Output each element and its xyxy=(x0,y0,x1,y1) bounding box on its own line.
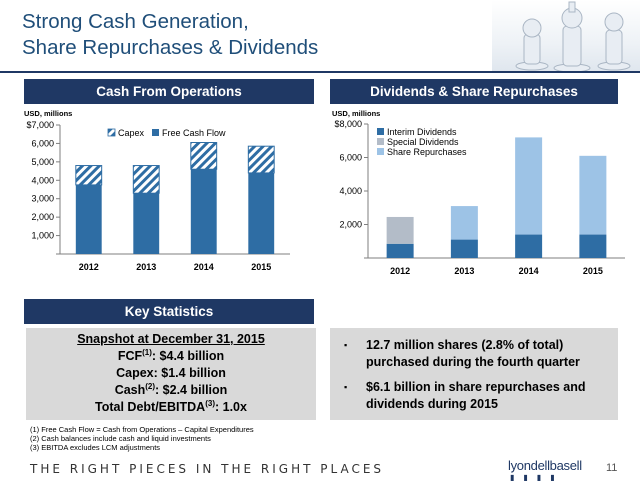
chess-pieces-image xyxy=(492,0,640,72)
square-bullet-icon: ▪ xyxy=(344,382,348,392)
bar-interim-dividends xyxy=(515,234,543,258)
snapshot-panel: Snapshot at December 31, 2015 FCF(1): $4… xyxy=(26,328,316,420)
footnote-1: (1) Free Cash Flow = Cash from Operation… xyxy=(30,425,254,434)
y-tick-label: 1,000 xyxy=(31,231,54,241)
debt-footnote-ref: (3) xyxy=(205,398,215,408)
x-tick-label: 2015 xyxy=(251,262,271,272)
highlight-item: ▪ 12.7 million shares (2.8% of total) pu… xyxy=(344,337,610,371)
legend-label: Free Cash Flow xyxy=(162,128,226,138)
legend-swatch xyxy=(377,138,384,145)
legend-label: Special Dividends xyxy=(387,137,459,147)
bar-free-cash-flow xyxy=(190,169,217,254)
x-tick-label: 2015 xyxy=(583,266,603,276)
legend-label: Share Repurchases xyxy=(387,147,467,157)
y-tick-label: 4,000 xyxy=(31,175,54,185)
bar-interim-dividends xyxy=(579,234,607,258)
y-tick-label: 6,000 xyxy=(339,153,362,163)
footnote-3: (3) EBITDA excludes LCM adjustments xyxy=(30,443,161,452)
snapshot-capex: Capex: $1.4 billion xyxy=(116,366,226,380)
debt-value: : 1.0x xyxy=(215,400,247,414)
bar-interim-dividends xyxy=(450,239,478,258)
y-tick-label: 5,000 xyxy=(31,157,54,167)
bar-capex xyxy=(247,145,275,174)
x-tick-label: 2012 xyxy=(390,266,410,276)
y-tick-label: $7,000 xyxy=(26,120,54,130)
highlight-item: ▪ $6.1 billion in share repurchases and … xyxy=(344,379,610,413)
snapshot-fcf: FCF(1): $4.4 billion xyxy=(26,348,316,365)
highlight-text: $6.1 billion in share repurchases and di… xyxy=(366,380,586,411)
footnote-2: (2) Cash balances include cash and liqui… xyxy=(30,434,211,443)
cash-value: : $2.4 billion xyxy=(155,383,228,397)
bar-capex xyxy=(132,165,160,194)
y-tick-label: 3,000 xyxy=(31,194,54,204)
bar-share-repurchases xyxy=(515,137,543,235)
dividends-banner: Dividends & Share Repurchases xyxy=(330,79,618,104)
chess-pieces-icon xyxy=(515,1,631,72)
x-tick-label: 2012 xyxy=(79,262,99,272)
bar-capex xyxy=(190,142,218,170)
y-tick-label: 2,000 xyxy=(31,212,54,222)
x-tick-label: 2013 xyxy=(454,266,474,276)
snapshot-heading: Snapshot at December 31, 2015 xyxy=(77,332,265,346)
unit-label: USD, millions xyxy=(24,109,72,118)
fcf-label: FCF xyxy=(117,349,143,363)
bar-free-cash-flow xyxy=(75,184,102,254)
header-divider xyxy=(0,71,640,73)
x-tick-label: 2014 xyxy=(194,262,214,272)
y-tick-label: 4,000 xyxy=(339,186,362,196)
legend-swatch xyxy=(377,148,384,155)
legend-label: Capex xyxy=(118,128,145,138)
bar-share-repurchases xyxy=(450,206,478,240)
bar-free-cash-flow xyxy=(248,172,275,254)
cash-from-operations-banner: Cash From Operations xyxy=(24,79,314,104)
fcf-footnote-ref: (1) xyxy=(142,347,152,357)
x-tick-label: 2013 xyxy=(136,262,156,272)
highlight-text: 12.7 million shares (2.8% of total) purc… xyxy=(366,338,580,369)
bar-special-dividends xyxy=(386,216,414,244)
snapshot-debt-ebitda: Total Debt/EBITDA(3): 1.0x xyxy=(26,399,316,416)
legend-swatch xyxy=(152,129,159,136)
fcf-value: : $4.4 billion xyxy=(151,349,225,363)
highlights-panel: ▪ 12.7 million shares (2.8% of total) pu… xyxy=(330,328,618,420)
bar-capex xyxy=(75,165,103,186)
page-number: 11 xyxy=(606,462,618,474)
y-tick-label: 6,000 xyxy=(31,138,54,148)
bar-free-cash-flow xyxy=(133,193,160,254)
page-title-line-2: Share Repurchases & Dividends xyxy=(22,36,319,59)
snapshot-cash: Cash(2): $2.4 billion xyxy=(26,382,316,399)
debt-label: Total Debt/EBITDA xyxy=(95,400,206,414)
bar-interim-dividends xyxy=(386,243,414,258)
square-bullet-icon: ▪ xyxy=(344,340,348,350)
legend-label: Interim Dividends xyxy=(387,127,457,137)
key-statistics-banner: Key Statistics xyxy=(24,299,314,324)
legend-swatch xyxy=(107,128,116,137)
cash-footnote-ref: (2) xyxy=(145,381,156,391)
logo-mark-icon: ▮▮▮▮ xyxy=(510,473,564,482)
bar-share-repurchases xyxy=(579,155,607,235)
x-tick-label: 2014 xyxy=(519,266,539,276)
tagline: THE RIGHT PIECES IN THE RIGHT PLACES xyxy=(30,462,385,476)
company-logo: lyondellbasell xyxy=(508,458,582,473)
legend-swatch xyxy=(377,128,384,135)
y-tick-label: 2,000 xyxy=(339,220,362,230)
y-tick-label: $8,000 xyxy=(334,119,362,129)
unit-label: USD, millions xyxy=(332,109,380,118)
page-title-line-1: Strong Cash Generation, xyxy=(22,10,249,33)
cash-label: Cash xyxy=(114,383,146,397)
